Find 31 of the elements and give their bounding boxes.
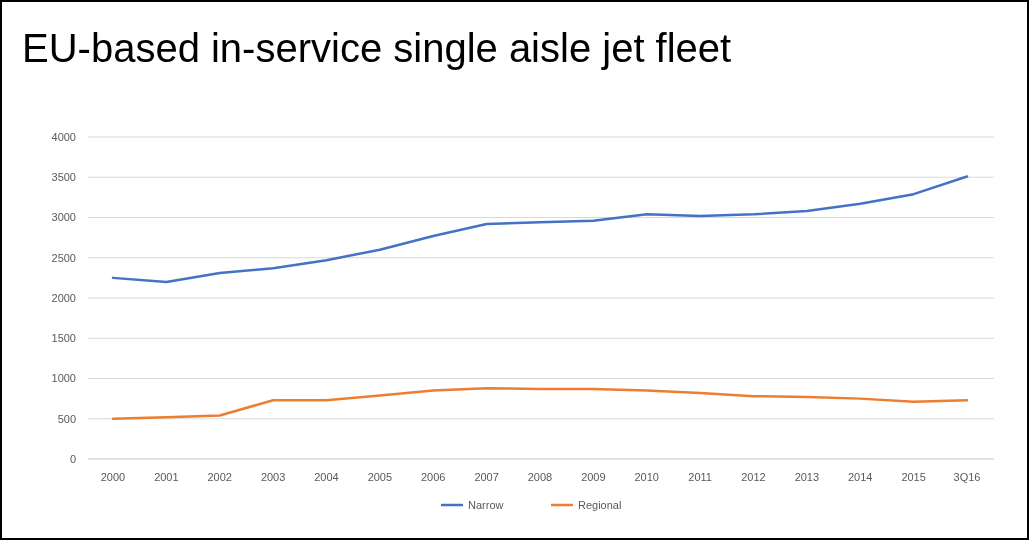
x-tick-label: 2001 — [154, 471, 179, 483]
x-tick-label: 2000 — [100, 471, 126, 483]
y-tick-label: 3500 — [51, 171, 76, 184]
y-tick-label: 0 — [69, 452, 76, 465]
x-tick-label: 2014 — [848, 471, 873, 483]
y-tick-label: 2000 — [51, 291, 76, 304]
chart-title: EU-based in-service single aisle jet fleet — [22, 26, 732, 70]
x-tick-label: 2003 — [260, 471, 286, 483]
x-tick-label: 3Q16 — [953, 471, 981, 483]
x-tick-label: 2006 — [421, 471, 446, 483]
line-series — [111, 175, 969, 284]
y-tick-label: 3000 — [51, 211, 76, 224]
x-tick-label: 2015 — [901, 471, 926, 483]
x-tick-label: 2005 — [367, 471, 393, 483]
y-tick-label: 4000 — [51, 130, 76, 143]
legend-label: Regional — [578, 498, 622, 511]
x-tick-label: 2004 — [314, 471, 339, 483]
y-tick-label: 1500 — [51, 332, 76, 345]
x-tick-label: 2009 — [581, 471, 606, 483]
y-tick-label: 2500 — [51, 251, 76, 264]
x-tick-label: 2011 — [688, 471, 712, 483]
line-series — [111, 386, 969, 420]
x-tick-label: 2008 — [527, 471, 553, 483]
x-tick-label: 2013 — [794, 471, 820, 483]
x-tick-label: 2002 — [207, 471, 232, 483]
x-tick-label: 2010 — [634, 471, 659, 483]
y-tick-label: 500 — [57, 412, 76, 425]
y-tick-label: 1000 — [51, 372, 76, 385]
x-tick-label: 2007 — [474, 471, 499, 483]
legend-label: Narrow — [468, 498, 504, 511]
x-tick-label: 2012 — [741, 471, 766, 483]
